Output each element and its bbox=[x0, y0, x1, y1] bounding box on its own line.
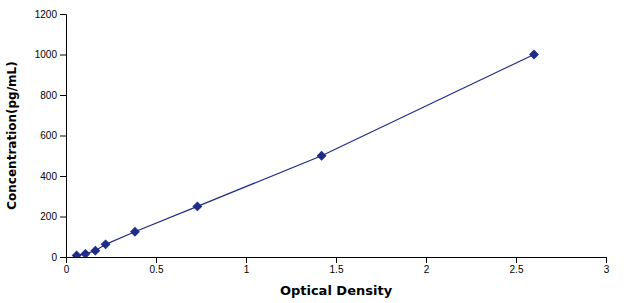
tick-label: 0.5 bbox=[150, 264, 164, 275]
y-axis: 0 200 400 600 800 1000 1200 bbox=[35, 9, 67, 263]
point bbox=[193, 202, 201, 210]
tick-mark bbox=[60, 95, 66, 96]
chart: 0 0.5 1 1.5 2 2.5 3 0 200 400 600 800 1000 1200 Optica… bbox=[0, 0, 630, 303]
tick-mark bbox=[60, 55, 66, 56]
point bbox=[530, 50, 538, 58]
point bbox=[131, 227, 139, 235]
tick: 3 bbox=[604, 257, 610, 275]
tick: 2 bbox=[424, 257, 430, 275]
tick-label: 0 bbox=[64, 264, 70, 275]
point bbox=[91, 246, 99, 254]
tick: 0 bbox=[51, 252, 66, 263]
point bbox=[101, 240, 109, 248]
tick-mark bbox=[60, 176, 66, 177]
axis-domain bbox=[67, 258, 607, 264]
x-axis-title: Optical Density bbox=[280, 283, 393, 298]
tick-label: 2.5 bbox=[510, 264, 524, 275]
tick: 200 bbox=[40, 211, 66, 222]
tick-label: 2 bbox=[424, 264, 430, 275]
tick-mark bbox=[60, 217, 66, 218]
tick: 1200 bbox=[35, 9, 66, 20]
tick-label: 1 bbox=[244, 264, 250, 275]
tick: 1.5 bbox=[330, 257, 344, 275]
tick: 1000 bbox=[35, 49, 66, 60]
point bbox=[317, 152, 325, 160]
tick: 2.5 bbox=[510, 257, 524, 275]
tick-mark bbox=[60, 14, 66, 15]
tick-label: 400 bbox=[40, 171, 57, 182]
series bbox=[72, 50, 538, 257]
point bbox=[72, 251, 80, 257]
tick-mark bbox=[156, 257, 157, 263]
tick-label: 600 bbox=[40, 130, 57, 141]
tick-label: 0 bbox=[51, 252, 57, 263]
tick: 1 bbox=[244, 257, 250, 275]
point bbox=[81, 250, 89, 257]
tick: 800 bbox=[40, 90, 66, 101]
tick-label: 3 bbox=[604, 264, 610, 275]
tick-mark bbox=[60, 257, 66, 258]
x-axis: 0 0.5 1 1.5 2 2.5 3 bbox=[64, 257, 610, 275]
tick-mark bbox=[516, 257, 517, 263]
tick-mark bbox=[60, 136, 66, 137]
tick: 0 bbox=[64, 257, 70, 275]
tick: 400 bbox=[40, 171, 66, 182]
tick-label: 800 bbox=[40, 90, 57, 101]
tick-label: 200 bbox=[40, 211, 57, 222]
plot-area: 0 0.5 1 1.5 2 2.5 3 0 200 400 600 800 1000 1200 bbox=[35, 9, 610, 275]
line bbox=[77, 55, 534, 256]
tick-mark bbox=[426, 257, 427, 263]
tick: 0.5 bbox=[150, 257, 164, 275]
tick-label: 1200 bbox=[35, 9, 58, 20]
tick-label: 1.5 bbox=[330, 264, 344, 275]
axis-domain bbox=[60, 15, 67, 258]
tick-mark bbox=[606, 257, 607, 263]
tick-mark bbox=[336, 257, 337, 263]
tick: 600 bbox=[40, 130, 66, 141]
tick-mark bbox=[246, 257, 247, 263]
tick-label: 1000 bbox=[35, 49, 58, 60]
y-axis-title: Concentration(pg/mL) bbox=[5, 61, 19, 209]
